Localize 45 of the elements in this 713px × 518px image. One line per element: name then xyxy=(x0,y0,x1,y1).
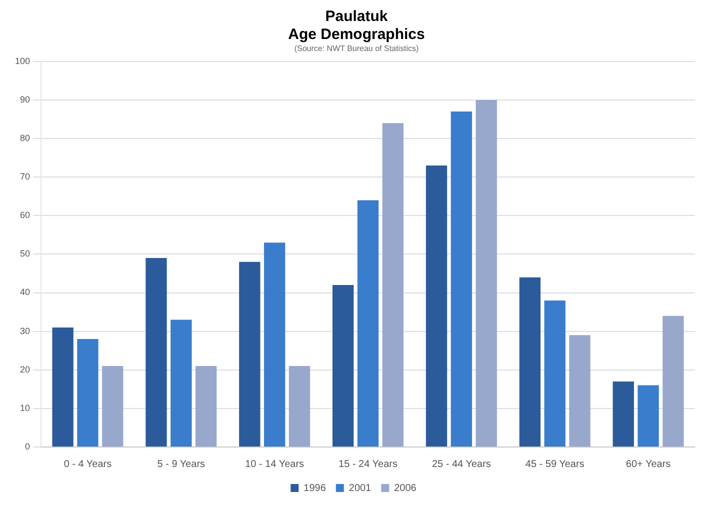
x-tick-label: 15 - 24 Years xyxy=(338,458,398,470)
y-tick-label: 0 xyxy=(25,441,30,452)
bar xyxy=(450,112,472,446)
legend-label: 1996 xyxy=(304,482,326,494)
x-tick-label: 60+ Years xyxy=(626,458,671,470)
bar xyxy=(476,100,497,446)
y-tick-label: 20 xyxy=(20,364,30,374)
legend-label: 2001 xyxy=(348,482,372,494)
y-tick-label: 100 xyxy=(14,56,30,66)
x-tick-label: 5 - 9 Years xyxy=(157,458,206,470)
bar xyxy=(569,335,590,446)
bar xyxy=(288,366,310,446)
y-tick-label: 30 xyxy=(20,326,30,336)
chart-subtitle: Age Demographics xyxy=(287,26,426,44)
bar xyxy=(382,123,404,446)
y-tick-label: 40 xyxy=(20,287,30,298)
y-tick-label: 60 xyxy=(20,210,30,220)
bar xyxy=(357,200,379,446)
y-tick-label: 10 xyxy=(20,402,30,413)
x-tick-label: 25 - 44 Years xyxy=(432,458,491,470)
y-tick-label: 70 xyxy=(20,172,30,182)
bar xyxy=(638,385,659,446)
legend-label: 2006 xyxy=(394,482,417,494)
x-tick-label: 10 - 14 Years xyxy=(245,458,304,470)
bar xyxy=(332,285,354,446)
bar xyxy=(264,242,286,446)
chart-title: Paulatuk xyxy=(324,8,389,26)
bar xyxy=(102,366,124,446)
bar xyxy=(519,277,541,446)
y-tick-label: 80 xyxy=(20,133,30,144)
text: (Source: NWT Bureau of Statistics) xyxy=(293,44,420,53)
bar xyxy=(426,166,448,446)
bar xyxy=(52,327,74,446)
y-tick-label: 90 xyxy=(20,94,30,104)
bar xyxy=(146,258,167,446)
bar xyxy=(544,300,566,446)
x-tick-label: 0 - 4 Years xyxy=(64,458,112,470)
bar xyxy=(662,316,684,446)
bar xyxy=(170,320,192,446)
x-tick-label: 45 - 59 Years xyxy=(525,458,584,470)
bar xyxy=(77,339,98,446)
bar xyxy=(239,262,260,446)
bar xyxy=(612,381,634,446)
bar xyxy=(195,366,217,446)
y-tick-label: 50 xyxy=(20,248,30,259)
